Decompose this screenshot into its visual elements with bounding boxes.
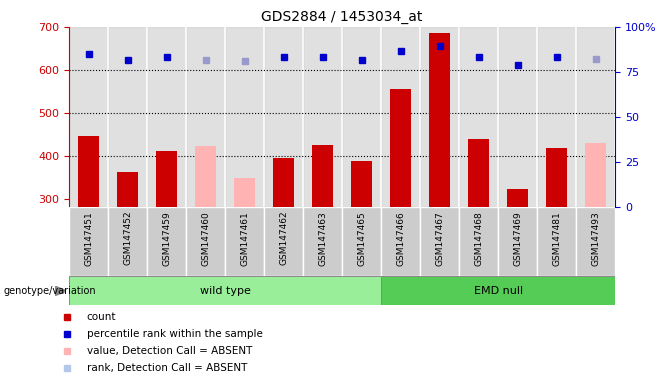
Bar	[429, 33, 451, 207]
Bar	[225, 207, 264, 276]
Bar	[576, 27, 615, 207]
Text: EMD null: EMD null	[474, 286, 522, 296]
Text: GSM147493: GSM147493	[592, 211, 600, 266]
Bar	[273, 157, 294, 207]
Bar	[537, 207, 576, 276]
Text: GSM147466: GSM147466	[396, 211, 405, 266]
Bar	[69, 27, 108, 207]
Bar	[420, 207, 459, 276]
Text: GSM147462: GSM147462	[279, 211, 288, 265]
Bar	[78, 136, 99, 207]
Text: value, Detection Call = ABSENT: value, Detection Call = ABSENT	[87, 346, 252, 356]
Text: GSM147465: GSM147465	[357, 211, 366, 266]
Text: GSM147452: GSM147452	[123, 211, 132, 265]
Bar	[468, 139, 490, 207]
Text: GSM147461: GSM147461	[240, 211, 249, 266]
Text: percentile rank within the sample: percentile rank within the sample	[87, 329, 263, 339]
Bar	[108, 27, 147, 207]
Bar	[147, 207, 186, 276]
Text: GSM147451: GSM147451	[84, 211, 93, 266]
Bar	[585, 143, 607, 207]
Bar	[420, 27, 459, 207]
Text: GSM147459: GSM147459	[162, 211, 171, 266]
Bar	[576, 207, 615, 276]
Text: GSM147463: GSM147463	[318, 211, 327, 266]
Text: GSM147468: GSM147468	[474, 211, 483, 266]
Bar	[234, 178, 255, 207]
Text: wild type: wild type	[199, 286, 251, 296]
Bar	[225, 27, 264, 207]
Bar	[381, 207, 420, 276]
Bar	[117, 172, 138, 207]
Bar	[342, 207, 381, 276]
Bar	[312, 145, 334, 207]
Bar	[303, 207, 342, 276]
Text: GSM147460: GSM147460	[201, 211, 210, 266]
Bar	[351, 161, 372, 207]
Bar	[186, 207, 225, 276]
Bar	[390, 89, 411, 207]
Text: GSM147469: GSM147469	[513, 211, 522, 266]
Bar	[381, 27, 420, 207]
Text: GSM147467: GSM147467	[435, 211, 444, 266]
Text: genotype/variation: genotype/variation	[3, 286, 96, 296]
Bar	[264, 27, 303, 207]
Bar	[303, 27, 342, 207]
Bar	[459, 207, 498, 276]
Text: rank, Detection Call = ABSENT: rank, Detection Call = ABSENT	[87, 363, 247, 373]
Bar	[264, 207, 303, 276]
Bar	[507, 189, 528, 207]
Bar	[156, 152, 178, 207]
Bar	[108, 207, 147, 276]
Bar	[69, 207, 108, 276]
Bar	[381, 276, 615, 305]
Bar	[195, 146, 216, 207]
Title: GDS2884 / 1453034_at: GDS2884 / 1453034_at	[261, 10, 423, 25]
Bar	[186, 27, 225, 207]
Bar	[537, 27, 576, 207]
Bar	[498, 27, 537, 207]
Bar	[498, 207, 537, 276]
Text: GSM147481: GSM147481	[552, 211, 561, 266]
Bar	[459, 27, 498, 207]
Bar	[69, 276, 381, 305]
Bar	[147, 27, 186, 207]
Polygon shape	[55, 286, 66, 296]
Bar	[342, 27, 381, 207]
Text: count: count	[87, 312, 116, 322]
Bar	[546, 147, 567, 207]
